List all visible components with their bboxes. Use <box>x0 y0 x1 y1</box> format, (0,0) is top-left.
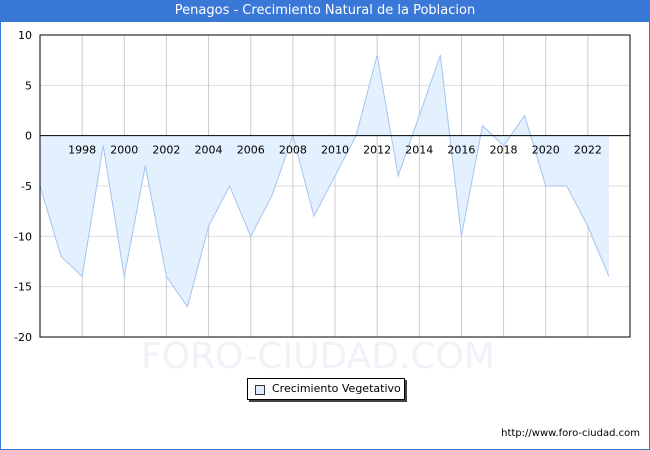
x-tick-label: 2004 <box>195 144 223 157</box>
legend-label: Crecimiento Vegetativo <box>272 382 401 395</box>
x-tick-label: 2018 <box>490 144 518 157</box>
y-tick-label: -20 <box>14 331 32 344</box>
x-tick-label: 2016 <box>447 144 475 157</box>
y-tick-label: 10 <box>18 29 32 42</box>
chart-title: Penagos - Crecimiento Natural de la Pobl… <box>0 0 650 22</box>
y-tick-label: 0 <box>25 130 32 143</box>
x-tick-label: 1998 <box>68 144 96 157</box>
watermark: FORO-CIUDAD.COM <box>141 336 495 377</box>
footer-url[interactable]: http://www.foro-ciudad.com <box>501 428 640 439</box>
x-tick-label: 2014 <box>405 144 433 157</box>
x-tick-label: 2008 <box>279 144 307 157</box>
y-tick-label: -15 <box>14 281 32 294</box>
x-tick-label: 2022 <box>574 144 602 157</box>
y-tick-label: 5 <box>25 79 32 92</box>
x-tick-label: 2002 <box>152 144 180 157</box>
legend-swatch <box>255 385 265 395</box>
x-tick-label: 2010 <box>321 144 349 157</box>
legend: Crecimiento Vegetativo <box>247 378 405 400</box>
x-tick-label: 2000 <box>110 144 138 157</box>
x-tick-label: 2012 <box>363 144 391 157</box>
x-tick-label: 2006 <box>237 144 265 157</box>
x-tick-label: 2020 <box>532 144 560 157</box>
y-tick-label: -10 <box>14 230 32 243</box>
plot-border <box>39 34 631 338</box>
y-tick-label: -5 <box>21 180 32 193</box>
series-line <box>39 54 610 308</box>
series-area <box>40 55 609 307</box>
